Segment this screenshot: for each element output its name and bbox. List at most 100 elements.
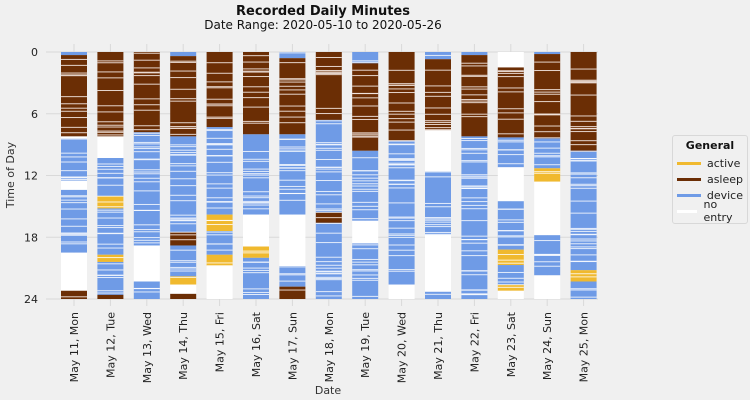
bar-texture-line (315, 57, 342, 59)
bar-texture-line (97, 195, 124, 197)
bar-texture-line (352, 183, 379, 185)
legend: General active asleep device no entry (672, 135, 748, 224)
bar-texture-line (315, 270, 342, 272)
bar-texture-line (352, 115, 379, 117)
bar-texture-line (97, 263, 124, 265)
bar-texture-line (570, 126, 597, 128)
bar-texture-line (534, 91, 561, 93)
bar-segment-no-entry (497, 167, 524, 202)
bar-texture-line (352, 258, 379, 260)
bar-texture-line (170, 60, 197, 62)
bar-texture-line (425, 123, 451, 125)
bar-texture-line (352, 188, 379, 190)
bar-texture-line (388, 220, 415, 222)
bar-texture-line (97, 274, 124, 276)
bar-texture-line (461, 177, 488, 179)
bar-texture-line (315, 72, 342, 74)
bar-texture-line (133, 190, 160, 192)
bar-texture-line (206, 105, 233, 107)
bar-texture-line (570, 273, 597, 275)
y-tick-label: 18 (24, 231, 38, 244)
bar-texture-line (61, 138, 87, 140)
legend-swatch-device (677, 193, 701, 197)
bar-texture-line (206, 183, 233, 185)
bar-segment-device (97, 261, 124, 295)
bar-texture-line (461, 185, 488, 187)
bar-texture-line (279, 116, 306, 118)
bar-segment-no-entry (206, 266, 233, 299)
bar-texture-line (461, 160, 488, 162)
bar-texture-line (97, 292, 124, 294)
bar-texture-line (315, 123, 342, 125)
bar-texture-line (279, 138, 306, 140)
bar-texture-line (206, 172, 233, 174)
x-tick-label: May 21, Thu (432, 312, 445, 380)
bar-texture-line (206, 62, 233, 64)
bar-segment-device (352, 52, 379, 64)
bar-texture-line (243, 86, 269, 88)
bar-texture-line (388, 164, 415, 166)
bar-texture-line (570, 80, 597, 82)
bar-texture-line (388, 110, 415, 112)
bar-texture-line (352, 93, 379, 95)
bar-segment-no-entry (243, 214, 269, 247)
day-bar (315, 52, 342, 299)
bar-texture-line (97, 211, 124, 213)
bar-texture-line (279, 192, 306, 194)
bar-texture-line (570, 131, 597, 133)
bar-texture-line (497, 87, 524, 89)
day-bar (534, 52, 561, 299)
bar-texture-line (61, 161, 87, 163)
bar-texture-line (243, 208, 269, 210)
bar-texture-line (97, 124, 124, 126)
bar-texture-line (352, 118, 379, 120)
bar-segment-asleep (206, 52, 233, 128)
bar-texture-line (388, 159, 415, 161)
bar-texture-line (534, 171, 561, 173)
bar-texture-line (170, 239, 197, 241)
legend-swatch-no-entry (677, 209, 698, 213)
bar-texture-line (388, 113, 415, 115)
bar-texture-line (243, 122, 269, 124)
legend-label-active: active (707, 156, 741, 170)
bar-segment-asleep (534, 54, 561, 139)
bar-texture-line (388, 270, 415, 272)
bar-segment-active (206, 214, 233, 232)
bar-texture-line (461, 293, 488, 295)
bar-texture-line (279, 199, 306, 201)
bar-texture-line (133, 231, 160, 233)
bar-texture-line (425, 206, 451, 208)
bar-texture-line (497, 76, 524, 78)
bar-segment-no-entry (425, 130, 451, 172)
bar-texture-line (97, 168, 124, 170)
bar-texture-line (570, 120, 597, 122)
bar-texture-line (133, 109, 160, 111)
bar-texture-line (497, 91, 524, 93)
bar-texture-line (61, 126, 87, 128)
bar-texture-line (243, 288, 269, 290)
bar-texture-line (170, 234, 197, 236)
bar-texture-line (570, 183, 597, 185)
bar-texture-line (497, 259, 524, 261)
bar-texture-line (133, 209, 160, 211)
bar-texture-line (97, 126, 124, 128)
bar-texture-line (61, 75, 87, 77)
bar-texture-line (388, 92, 415, 94)
bar-texture-line (206, 224, 233, 226)
bar-texture-line (352, 170, 379, 172)
bar-texture-line (461, 274, 488, 276)
bar-texture-line (388, 180, 415, 182)
bar-texture-line (461, 94, 488, 96)
bar-texture-line (534, 114, 561, 116)
bar-texture-line (461, 65, 488, 67)
day-bar (170, 52, 197, 299)
bar-texture-line (388, 244, 415, 246)
bar-texture-line (133, 237, 160, 239)
bar-texture-line (315, 222, 342, 224)
bar-texture-line (388, 118, 415, 120)
bar-texture-line (170, 261, 197, 263)
bar-texture-line (279, 188, 306, 190)
bar-texture-line (97, 217, 124, 219)
legend-swatch-active (677, 161, 701, 165)
bar-segment-asleep (170, 293, 197, 299)
